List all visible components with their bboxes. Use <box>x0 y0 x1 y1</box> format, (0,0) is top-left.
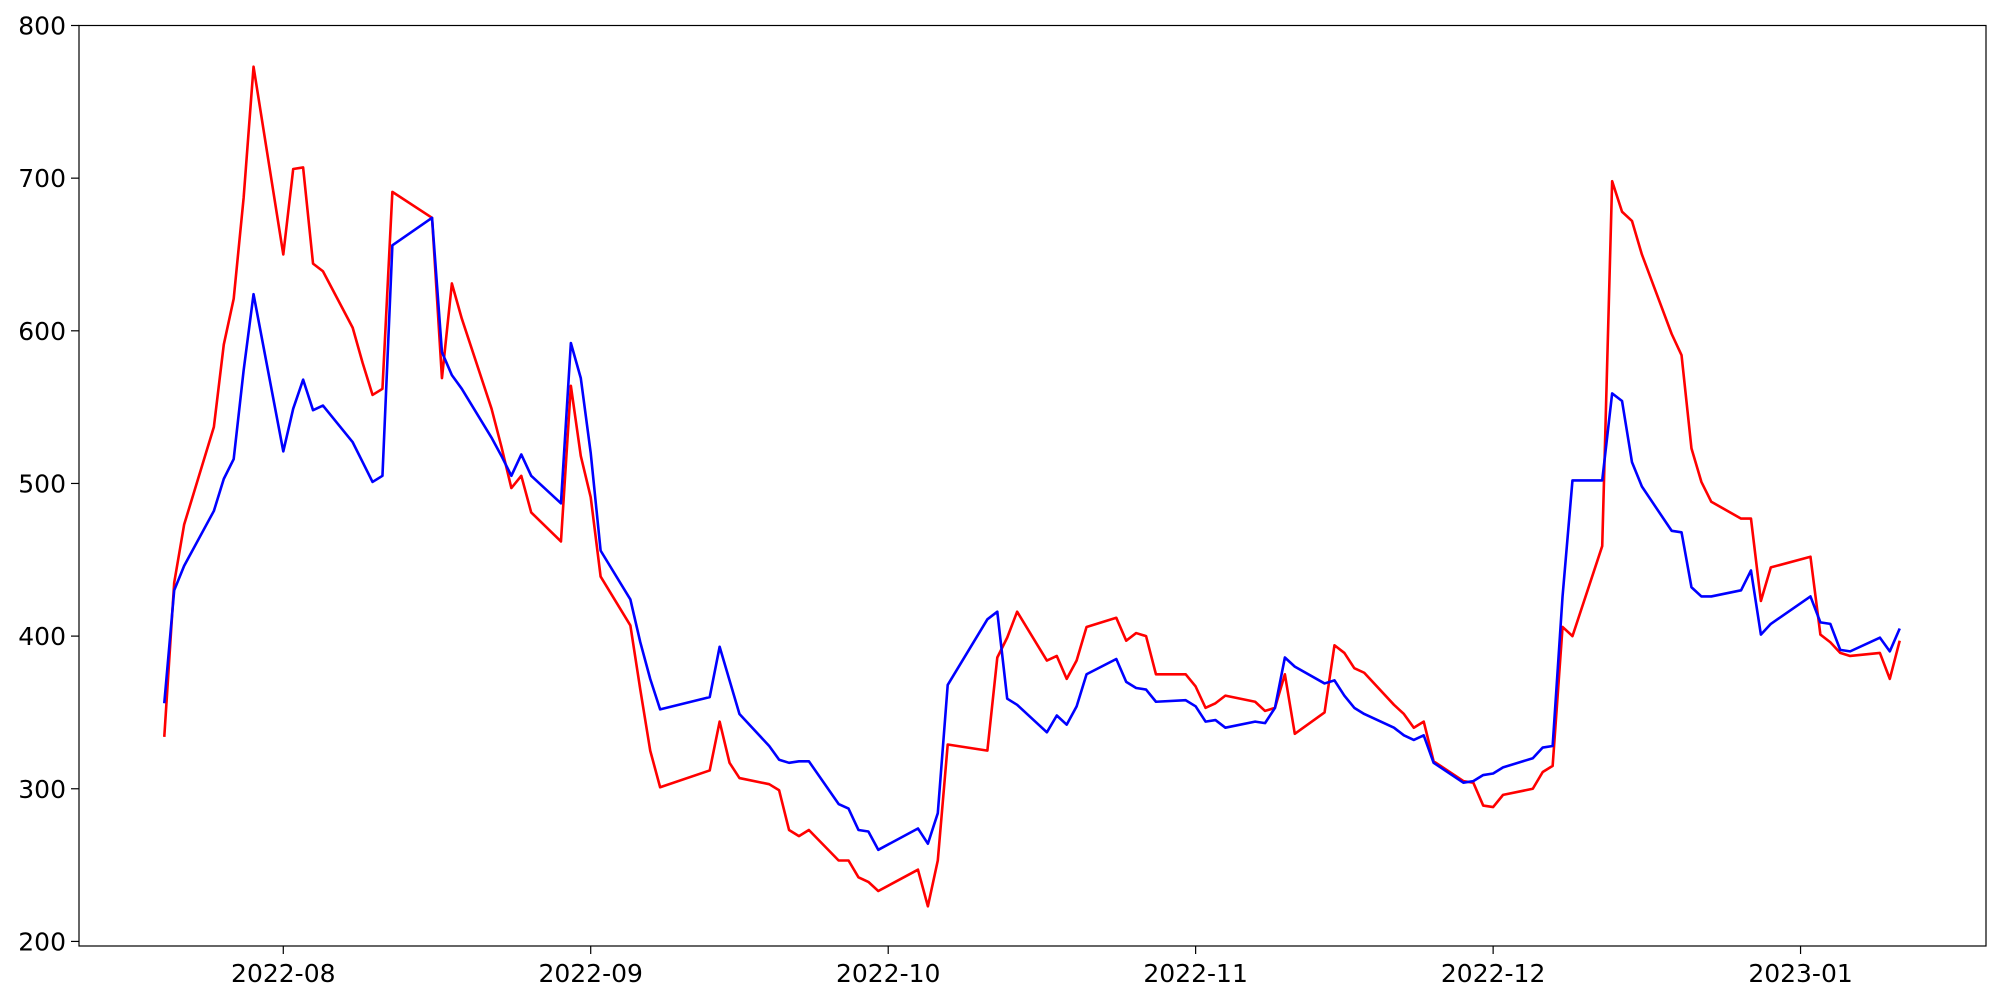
y-tick-label: 200 <box>18 927 66 956</box>
y-tick-label: 700 <box>18 164 66 193</box>
x-tick-label: 2022-10 <box>836 959 940 988</box>
plot-frame <box>78 24 1987 947</box>
y-tick-label: 800 <box>18 12 66 41</box>
x-tick-label: 2022-12 <box>1441 959 1545 988</box>
y-tick-label: 400 <box>18 622 66 651</box>
x-tick-label: 2022-09 <box>538 959 642 988</box>
x-tick-label: 2022-08 <box>231 959 335 988</box>
y-tick-label: 300 <box>18 775 66 804</box>
line-series <box>162 65 1901 908</box>
x-tick-label: 2022-11 <box>1143 959 1247 988</box>
y-tick-label: 500 <box>18 469 66 498</box>
y-tick-label: 600 <box>18 317 66 346</box>
x-tick-label: 2023-01 <box>1748 959 1852 988</box>
line-series <box>162 216 1901 852</box>
